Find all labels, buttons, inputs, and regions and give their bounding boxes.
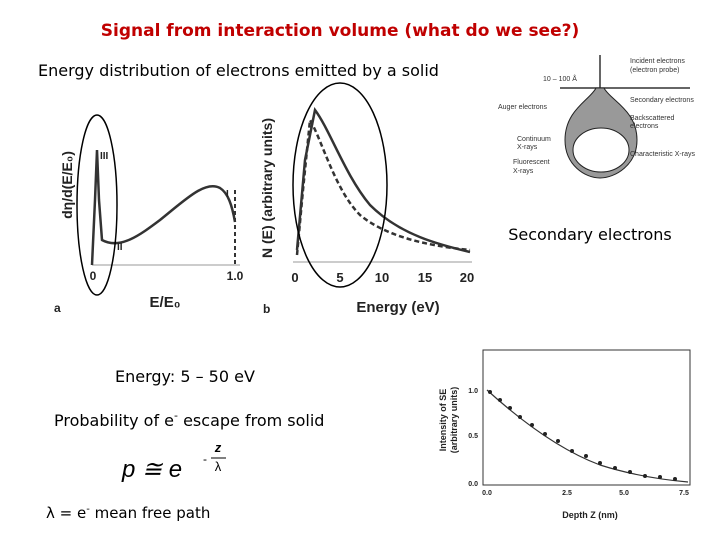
- curve: [90, 149, 237, 266]
- diagram-label: X-rays: [517, 144, 538, 151]
- y-label: Intensity of SE: [438, 389, 448, 452]
- diagram-label: Continuum: [517, 136, 551, 143]
- x-label: Energy (eV): [356, 299, 439, 316]
- x-tick-label: 0: [291, 270, 298, 285]
- plot-frame: [482, 349, 691, 486]
- text: escape from solid: [178, 411, 324, 430]
- x-tick-label: 20: [460, 270, 474, 285]
- diagram-label: Incident electrons: [630, 58, 685, 65]
- x-tick-label: 7.5: [679, 490, 689, 497]
- text: λ = e: [46, 504, 86, 522]
- highlight: [76, 114, 118, 296]
- fit-curve: [486, 389, 689, 483]
- superscript: -: [86, 504, 90, 515]
- text: mean free path: [90, 504, 211, 522]
- probability: Probability of e- escape from solid: [54, 409, 324, 430]
- diagram-label: Secondary electrons: [630, 97, 694, 104]
- formula-denominator: λ: [215, 459, 222, 474]
- diagram-label: Backscattered: [630, 115, 674, 122]
- formula-numerator: z: [214, 440, 222, 455]
- panel-label: a: [54, 301, 61, 315]
- y-label: dη/d(E/E₀): [59, 151, 75, 219]
- curve: [295, 107, 471, 254]
- inner-volume: [572, 127, 630, 173]
- x-tick-label: 10: [375, 270, 389, 285]
- diagram-label: X-rays: [513, 168, 534, 175]
- y-tick-label: 0.0: [468, 481, 478, 488]
- definition: λ = e- mean free path: [46, 504, 210, 522]
- diagram-label: 10 – 100 Å: [543, 74, 577, 83]
- y-tick-label: 1.0: [468, 388, 478, 395]
- diagram-label: electrons: [630, 123, 659, 130]
- x-tick-label: 0: [90, 269, 97, 283]
- text: Probability of e: [54, 411, 174, 430]
- x-tick-label: 5: [336, 270, 343, 285]
- x-tick-label: 1.0: [227, 269, 244, 283]
- x-tick-label: 2.5: [562, 490, 572, 497]
- diagram-label: (electron probe): [630, 67, 679, 74]
- y-label: N (E) (arbitrary units): [259, 118, 275, 258]
- x-tick-label: 5.0: [619, 490, 629, 497]
- superscript: -: [174, 409, 178, 422]
- region-label: II: [117, 242, 123, 253]
- interaction-diagram: Incident electrons (electron probe) 10 –…: [498, 55, 695, 179]
- points: [488, 390, 677, 481]
- subtitle: Energy distribution of electrons emitted…: [38, 61, 439, 80]
- energy-range: Energy: 5 – 50 eV: [115, 367, 255, 386]
- formula: p ≅ e - z λ: [121, 440, 226, 483]
- figure-c: Intensity of SE (arbitrary units) 0.0 0.…: [438, 349, 691, 520]
- x-tick-label: 0.0: [482, 490, 492, 497]
- y-tick-label: 0.5: [468, 433, 478, 440]
- formula-base: p ≅ e: [121, 456, 182, 483]
- diagram-label: Auger electrons: [498, 104, 548, 111]
- panel-label: b: [263, 302, 270, 316]
- figure-b: N (E) (arbitrary units) 0 5 10 15 20 Ene…: [259, 82, 474, 316]
- x-label: E/E₀: [150, 294, 181, 311]
- highlight: [292, 82, 388, 288]
- y-label: (arbitrary units): [449, 387, 459, 454]
- curve: [295, 116, 471, 256]
- region-label: I: [226, 189, 229, 200]
- slide-title: Signal from interaction volume (what do …: [101, 21, 580, 41]
- x-label: Depth Z (nm): [562, 510, 618, 520]
- region-label: III: [100, 151, 109, 162]
- caption: Secondary electrons: [508, 225, 672, 244]
- diagram-label: Characteristic X-rays: [630, 151, 695, 158]
- figure-a: dη/d(E/E₀) III II I 0 1.0 E/E₀ a: [54, 114, 244, 315]
- formula-sign: -: [203, 452, 207, 466]
- diagram-label: Fluorescent: [513, 159, 550, 166]
- x-tick-label: 15: [418, 270, 432, 285]
